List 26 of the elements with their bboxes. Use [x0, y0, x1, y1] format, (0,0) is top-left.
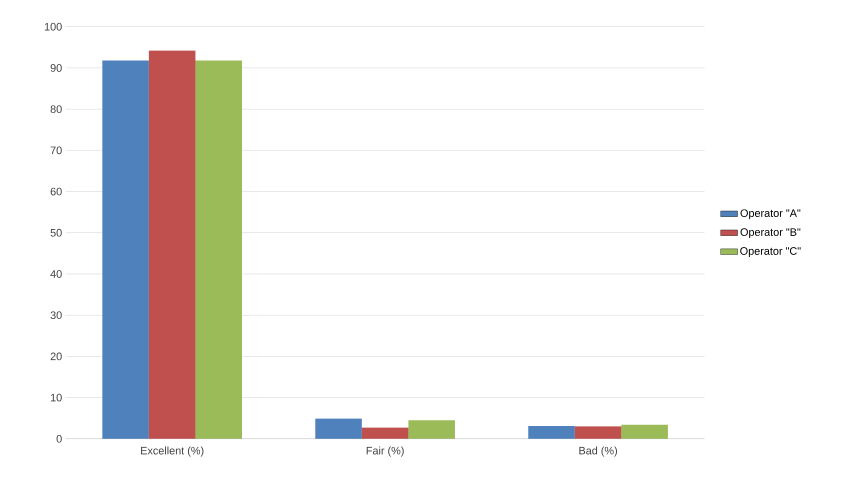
y-tick-label: 10	[50, 394, 62, 402]
bar	[315, 418, 362, 439]
legend-label: Operator "B"	[740, 228, 800, 238]
y-tick-label: 30	[50, 311, 62, 319]
legend-label: Operator "C"	[740, 247, 801, 257]
bar	[102, 60, 149, 439]
legend-label: Operator "A"	[740, 209, 800, 219]
y-tick-label: 90	[50, 64, 62, 72]
x-tick-label: Fair (%)	[366, 446, 404, 456]
bar	[362, 427, 408, 439]
y-tick-label: 20	[50, 352, 62, 360]
y-tick-label: 100	[44, 22, 62, 30]
y-tick-label: 50	[50, 228, 62, 236]
bar	[574, 426, 622, 439]
bar	[528, 426, 575, 439]
y-tick-label: 0	[56, 434, 62, 442]
bar	[621, 424, 668, 439]
bar	[148, 50, 196, 439]
x-tick-label: Excellent (%)	[141, 446, 204, 456]
bar	[195, 60, 242, 439]
y-tick-label: 40	[50, 270, 62, 278]
x-tick-label: Bad (%)	[579, 446, 617, 456]
bar	[408, 420, 455, 439]
y-tick-label: 80	[50, 105, 62, 113]
y-tick-label: 70	[50, 146, 62, 154]
y-tick-label: 60	[50, 188, 62, 196]
